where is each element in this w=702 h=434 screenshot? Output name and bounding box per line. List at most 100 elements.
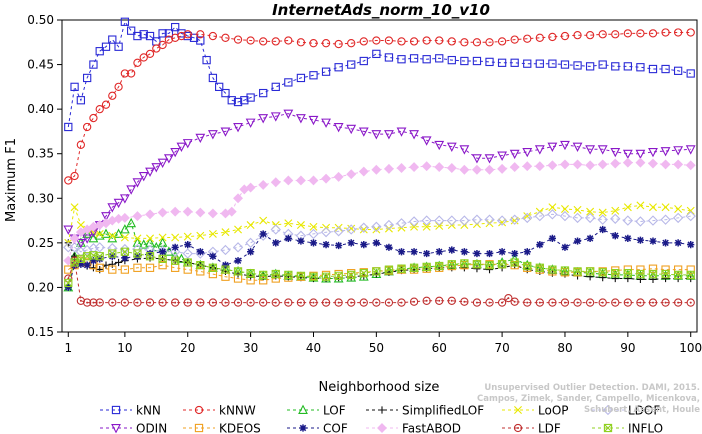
data-point-knnw: [548, 32, 557, 42]
data-point-ldf: [435, 296, 444, 305]
data-point-inflo: [196, 260, 205, 270]
data-point-cof: [89, 257, 98, 265]
data-point-ldof: [94, 242, 105, 253]
data-point-ldf: [422, 296, 431, 305]
data-point-knn: [648, 64, 658, 74]
data-point-ldf-dot: [79, 299, 82, 302]
data-point-fastabod: [471, 164, 482, 175]
data-point-knn: [435, 54, 444, 63]
data-point-fastabod: [207, 208, 218, 219]
data-point-ldof: [610, 213, 621, 224]
data-point-cof: [397, 248, 406, 256]
data-point-loop: [221, 228, 230, 237]
data-point-ldf-dot: [123, 301, 126, 304]
data-point-knnw: [101, 100, 111, 109]
y-tick-label: 0.35: [27, 147, 54, 161]
data-point-inflo: [661, 269, 670, 279]
data-point-cof: [511, 249, 519, 258]
x-tick-label: 10: [117, 341, 132, 355]
y-tick-label: 0.30: [27, 191, 54, 205]
data-point-ldf: [447, 296, 456, 305]
data-point-knnw: [152, 44, 161, 53]
x-tick-label: 50: [369, 341, 384, 355]
data-point-fastabod: [270, 177, 281, 188]
data-point-ldf: [359, 298, 368, 307]
data-point-ldf: [347, 298, 356, 307]
data-point-inflo: [171, 256, 180, 265]
legend-item-kdeos: KDEOS: [183, 422, 261, 434]
data-point-ldf: [611, 298, 620, 307]
data-point-knnw: [447, 37, 456, 46]
data-point-simplifiedlof: [611, 274, 619, 283]
data-point-ldf: [472, 298, 482, 307]
data-point-cof: [284, 234, 292, 242]
data-point-fastabod: [547, 160, 558, 171]
data-point-odin: [157, 158, 168, 169]
data-point-knn: [548, 59, 557, 68]
data-point-odin: [497, 151, 508, 161]
data-point-cof: [259, 230, 267, 238]
data-point-inflo: [548, 265, 557, 274]
data-point-cof: [309, 239, 318, 247]
data-point-ldf-dot: [312, 301, 315, 304]
data-point-simplifiedlof: [485, 266, 494, 274]
data-point-odin: [138, 172, 149, 182]
data-point-odin: [371, 130, 382, 140]
data-point-fastabod: [371, 164, 382, 175]
data-point-loop: [611, 206, 620, 215]
data-point-ldf: [585, 298, 595, 307]
data-point-inflo: [510, 258, 519, 267]
data-point-ldf: [120, 298, 130, 307]
data-point-ldof: [408, 216, 420, 227]
data-point-odin: [107, 203, 118, 213]
data-point-ldf: [661, 298, 670, 307]
citation-line-1: Unsupervised Outlier Detection. DAMI, 20…: [484, 383, 700, 393]
data-point-cof: [687, 241, 695, 249]
data-point-knnw: [648, 29, 658, 38]
data-point-knn: [585, 62, 595, 71]
data-point-ldof: [346, 224, 357, 235]
legend-marker: [111, 424, 121, 434]
data-point-loop: [384, 224, 393, 233]
legend-label: kNN: [136, 404, 161, 418]
data-point-knnw: [347, 39, 356, 48]
data-point-fastabod: [145, 209, 155, 220]
data-point-knn: [347, 60, 356, 69]
legend-item-knn: kNN: [100, 404, 161, 418]
data-point-ldf-dot: [161, 301, 164, 304]
x-axis-label: Neighborhood size: [319, 380, 440, 395]
data-point-odin: [648, 147, 658, 158]
data-point-knn: [208, 73, 218, 83]
data-point-knn: [158, 29, 167, 38]
data-point-ldof: [547, 209, 558, 220]
data-point-ldof: [232, 242, 244, 253]
data-point-inflo: [284, 270, 293, 280]
data-point-ldf-dot: [475, 301, 478, 304]
data-point-fastabod: [321, 173, 332, 184]
data-point-fastabod: [459, 164, 470, 175]
data-point-cof: [184, 241, 192, 249]
data-point-cof: [372, 239, 380, 247]
data-point-odin: [63, 225, 74, 235]
data-point-knnw: [611, 30, 620, 39]
data-point-odin: [245, 118, 256, 128]
data-point-odin: [384, 130, 394, 140]
x-tick-label: 100: [679, 341, 702, 355]
data-point-ldf-dot: [73, 259, 76, 262]
legend-label: FastABOD: [402, 422, 461, 434]
data-point-inflo: [95, 252, 104, 261]
data-point-kdeos: [673, 265, 683, 274]
data-point-odin: [163, 154, 174, 164]
data-point-odin: [233, 123, 243, 133]
data-point-ldf-dot: [576, 301, 579, 304]
data-point-ldf: [246, 298, 255, 307]
data-point-ldof: [459, 215, 470, 226]
data-point-fastabod: [484, 164, 495, 175]
data-point-ldof: [660, 214, 671, 225]
data-point-inflo: [686, 270, 695, 280]
data-point-knnw: [108, 91, 117, 100]
data-point-knn: [296, 73, 306, 83]
data-point-knnw: [114, 82, 123, 92]
data-point-cof: [171, 243, 179, 251]
